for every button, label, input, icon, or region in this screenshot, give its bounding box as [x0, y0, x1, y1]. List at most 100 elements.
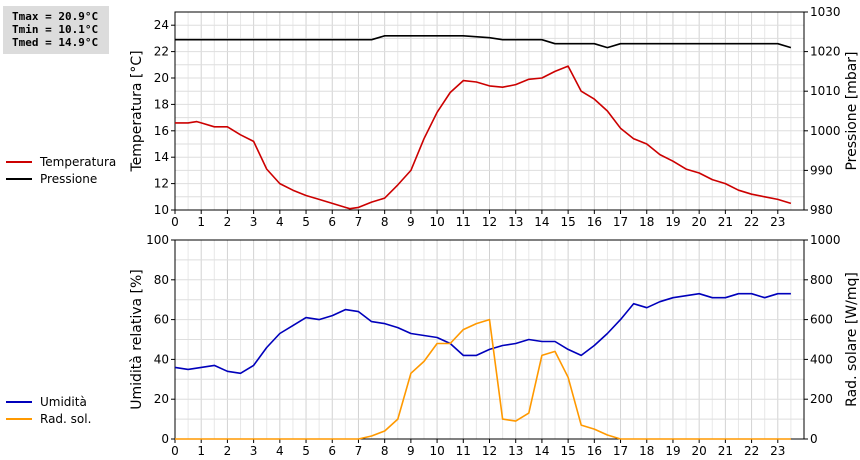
y2-tick-label: 980	[810, 203, 833, 217]
y2-tick-label: 1020	[810, 45, 841, 59]
y-tick-label: 80	[154, 273, 169, 287]
series-line-umidit-	[174, 292, 791, 375]
legend-label-radsol: Rad. sol.	[40, 411, 92, 426]
x-tick-label: 14	[534, 215, 549, 229]
chart-panel-2: 0 1 2 3 4 5 6 7 8 9 10 11 12 13 14 15 16 17 18 19 20 21 22 2302…	[129, 233, 860, 458]
x-tick-label: 5	[302, 444, 310, 458]
x-tick-label: 13	[508, 444, 523, 458]
y2-tick-label: 600	[810, 313, 833, 327]
x-tick-label: 22	[744, 444, 759, 458]
series-line-pressione	[175, 34, 792, 49]
legend-label-temperatura: Temperatura	[40, 154, 117, 169]
y-tick-label: 24	[154, 18, 169, 32]
y2-tick-label: 1000	[810, 124, 841, 138]
y2-axis-label: Rad. solare [W/mq]	[844, 272, 860, 407]
y2-tick-label: 800	[810, 273, 833, 287]
y-axis-label: Umidità relativa [%]	[129, 269, 145, 410]
x-tick-label: 7	[355, 444, 363, 458]
x-tick-label: 5	[302, 215, 310, 229]
y-tick-label: 10	[154, 203, 169, 217]
x-tick-label: 19	[665, 444, 680, 458]
legend-label-pressione: Pressione	[40, 171, 98, 186]
x-tick-label: 6	[328, 444, 336, 458]
x-tick-label: 8	[381, 215, 389, 229]
x-tick-label: 12	[482, 444, 497, 458]
x-tick-label: 16	[587, 444, 602, 458]
y2-tick-label: 0	[810, 432, 818, 446]
series-line-temperatura	[175, 65, 792, 210]
x-tick-label: 21	[718, 444, 733, 458]
x-tick-label: 21	[718, 215, 733, 229]
y-tick-label: 20	[154, 392, 169, 406]
tmin-label: Tmin = 10.1°C	[12, 23, 99, 36]
y2-tick-label: 400	[810, 352, 833, 366]
legend-item: Pressione	[6, 170, 116, 187]
x-tick-label: 3	[250, 215, 258, 229]
x-tick-label: 18	[639, 215, 654, 229]
x-tick-label: 3	[250, 444, 258, 458]
tmax-label: Tmax = 20.9°C	[12, 10, 99, 23]
x-tick-label: 1	[197, 444, 205, 458]
x-tick-label: 20	[692, 215, 707, 229]
legend-swatch-umidita	[6, 400, 32, 403]
x-tick-label: 7	[355, 215, 363, 229]
x-tick-label: 6	[328, 215, 336, 229]
y-tick-label: 100	[146, 233, 169, 247]
x-tick-label: 0	[171, 444, 179, 458]
x-tick-label: 10	[429, 444, 444, 458]
y-tick-label: 40	[154, 352, 169, 366]
x-tick-label: 9	[407, 215, 415, 229]
y-tick-label: 14	[154, 150, 169, 164]
chart-panel-1: 0 1 2 3 4 5 6 7 8 9 10 11 12 13 14 15 16 17 18 19 20 21 22 2310…	[129, 5, 860, 229]
x-tick-label: 12	[482, 215, 497, 229]
x-tick-label: 23	[770, 215, 785, 229]
legend-item: Rad. sol.	[6, 410, 91, 427]
legend-item: Temperatura	[6, 153, 116, 170]
y2-tick-label: 1030	[810, 5, 841, 19]
x-tick-label: 13	[508, 215, 523, 229]
series-line-rad-sol-	[175, 318, 791, 440]
x-tick-label: 14	[534, 444, 549, 458]
x-tick-label: 0	[171, 215, 179, 229]
x-tick-label: 16	[587, 215, 602, 229]
x-tick-label: 18	[639, 444, 654, 458]
x-tick-label: 4	[276, 444, 284, 458]
legend-top: Temperatura Pressione	[6, 153, 116, 187]
x-tick-label: 4	[276, 215, 284, 229]
x-tick-label: 15	[560, 444, 575, 458]
y2-tick-label: 200	[810, 392, 833, 406]
x-tick-label: 11	[456, 444, 471, 458]
y2-tick-label: 1010	[810, 84, 841, 98]
x-tick-label: 10	[429, 215, 444, 229]
x-tick-label: 22	[744, 215, 759, 229]
y-tick-label: 12	[154, 177, 169, 191]
y-tick-label: 22	[154, 45, 169, 59]
x-tick-label: 19	[665, 215, 680, 229]
y-tick-label: 60	[154, 313, 169, 327]
x-tick-label: 2	[224, 215, 232, 229]
y-tick-label: 0	[161, 432, 169, 446]
tmed-label: Tmed = 14.9°C	[12, 36, 99, 49]
x-tick-label: 20	[692, 444, 707, 458]
x-tick-label: 2	[224, 444, 232, 458]
y2-tick-label: 1000	[810, 233, 841, 247]
legend-item: Umidità	[6, 393, 91, 410]
x-tick-label: 1	[197, 215, 205, 229]
y-tick-label: 18	[154, 97, 169, 111]
legend-swatch-temperatura	[6, 160, 32, 163]
y2-tick-label: 990	[810, 163, 833, 177]
legend-swatch-radsol	[6, 417, 32, 420]
x-tick-label: 11	[456, 215, 471, 229]
legend-bottom: Umidità Rad. sol.	[6, 393, 91, 427]
x-tick-label: 17	[613, 444, 628, 458]
y2-axis-label: Pressione [mbar]	[844, 51, 860, 170]
y-axis-label: Temperatura [°C]	[129, 50, 145, 172]
x-tick-label: 23	[770, 444, 785, 458]
legend-label-umidita: Umidità	[40, 394, 87, 409]
stats-box: Tmax = 20.9°C Tmin = 10.1°C Tmed = 14.9°…	[3, 6, 109, 54]
y-tick-label: 20	[154, 71, 169, 85]
x-tick-label: 8	[381, 444, 389, 458]
x-tick-label: 17	[613, 215, 628, 229]
x-tick-label: 15	[560, 215, 575, 229]
